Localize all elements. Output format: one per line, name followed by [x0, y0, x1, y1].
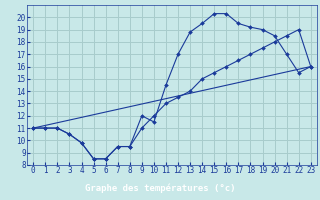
Text: Graphe des températures (°c): Graphe des températures (°c) [85, 184, 235, 193]
